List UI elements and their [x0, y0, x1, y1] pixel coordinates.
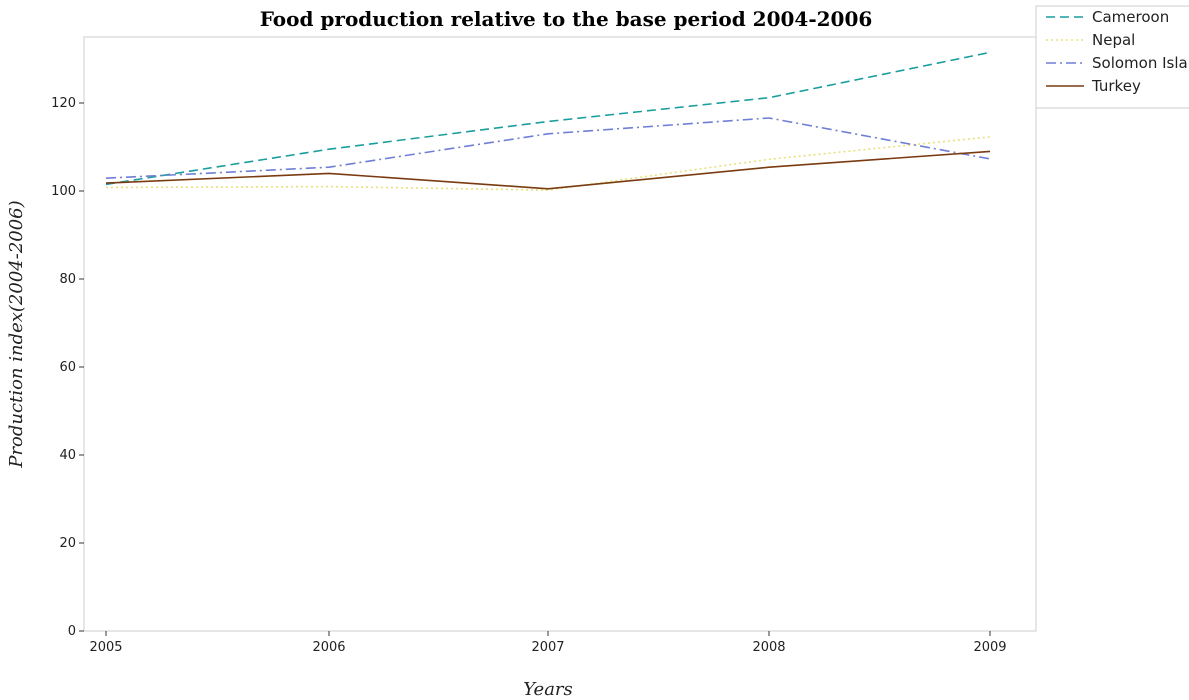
chart-title: Food production relative to the base per…: [260, 7, 873, 31]
x-axis-label: Years: [523, 679, 573, 700]
x-tick-label: 2008: [752, 640, 785, 655]
series-lines: [105, 51, 991, 191]
series-line-solomon-islands: [105, 117, 991, 179]
x-tick-label: 2007: [531, 640, 564, 655]
y-tick-label: 120: [51, 96, 76, 111]
y-tick-label: 40: [59, 448, 76, 463]
y-tick-label: 0: [68, 624, 76, 639]
x-tick-label: 2006: [312, 640, 345, 655]
x-tick-label: 2009: [973, 640, 1006, 655]
x-tick-label: 2005: [89, 640, 122, 655]
legend-box: [1035, 5, 1189, 109]
legend-entry-cameroon: Cameroon: [1092, 8, 1169, 26]
series-line-cameroon: [105, 51, 991, 186]
x-axis: 2005 2006 2007 2008 2009: [89, 631, 1007, 655]
legend-entry-nepal: Nepal: [1092, 31, 1135, 49]
y-axis: 0 20 40 60 80 100 120: [51, 96, 84, 639]
legend-entry-turkey: Turkey: [1091, 77, 1141, 95]
legend-entry-solomon-islands: Solomon Islands: [1092, 54, 1189, 72]
y-tick-label: 80: [59, 272, 76, 287]
y-axis-label: Production index(2004-2006): [6, 200, 27, 468]
y-tick-label: 60: [59, 360, 76, 375]
y-tick-label: 100: [51, 184, 76, 199]
y-tick-label: 20: [59, 536, 76, 551]
series-line-turkey: [105, 150, 991, 190]
plot-area: [83, 36, 1037, 632]
legend: Cameroon Nepal Solomon Islands Turkey: [1035, 5, 1189, 109]
